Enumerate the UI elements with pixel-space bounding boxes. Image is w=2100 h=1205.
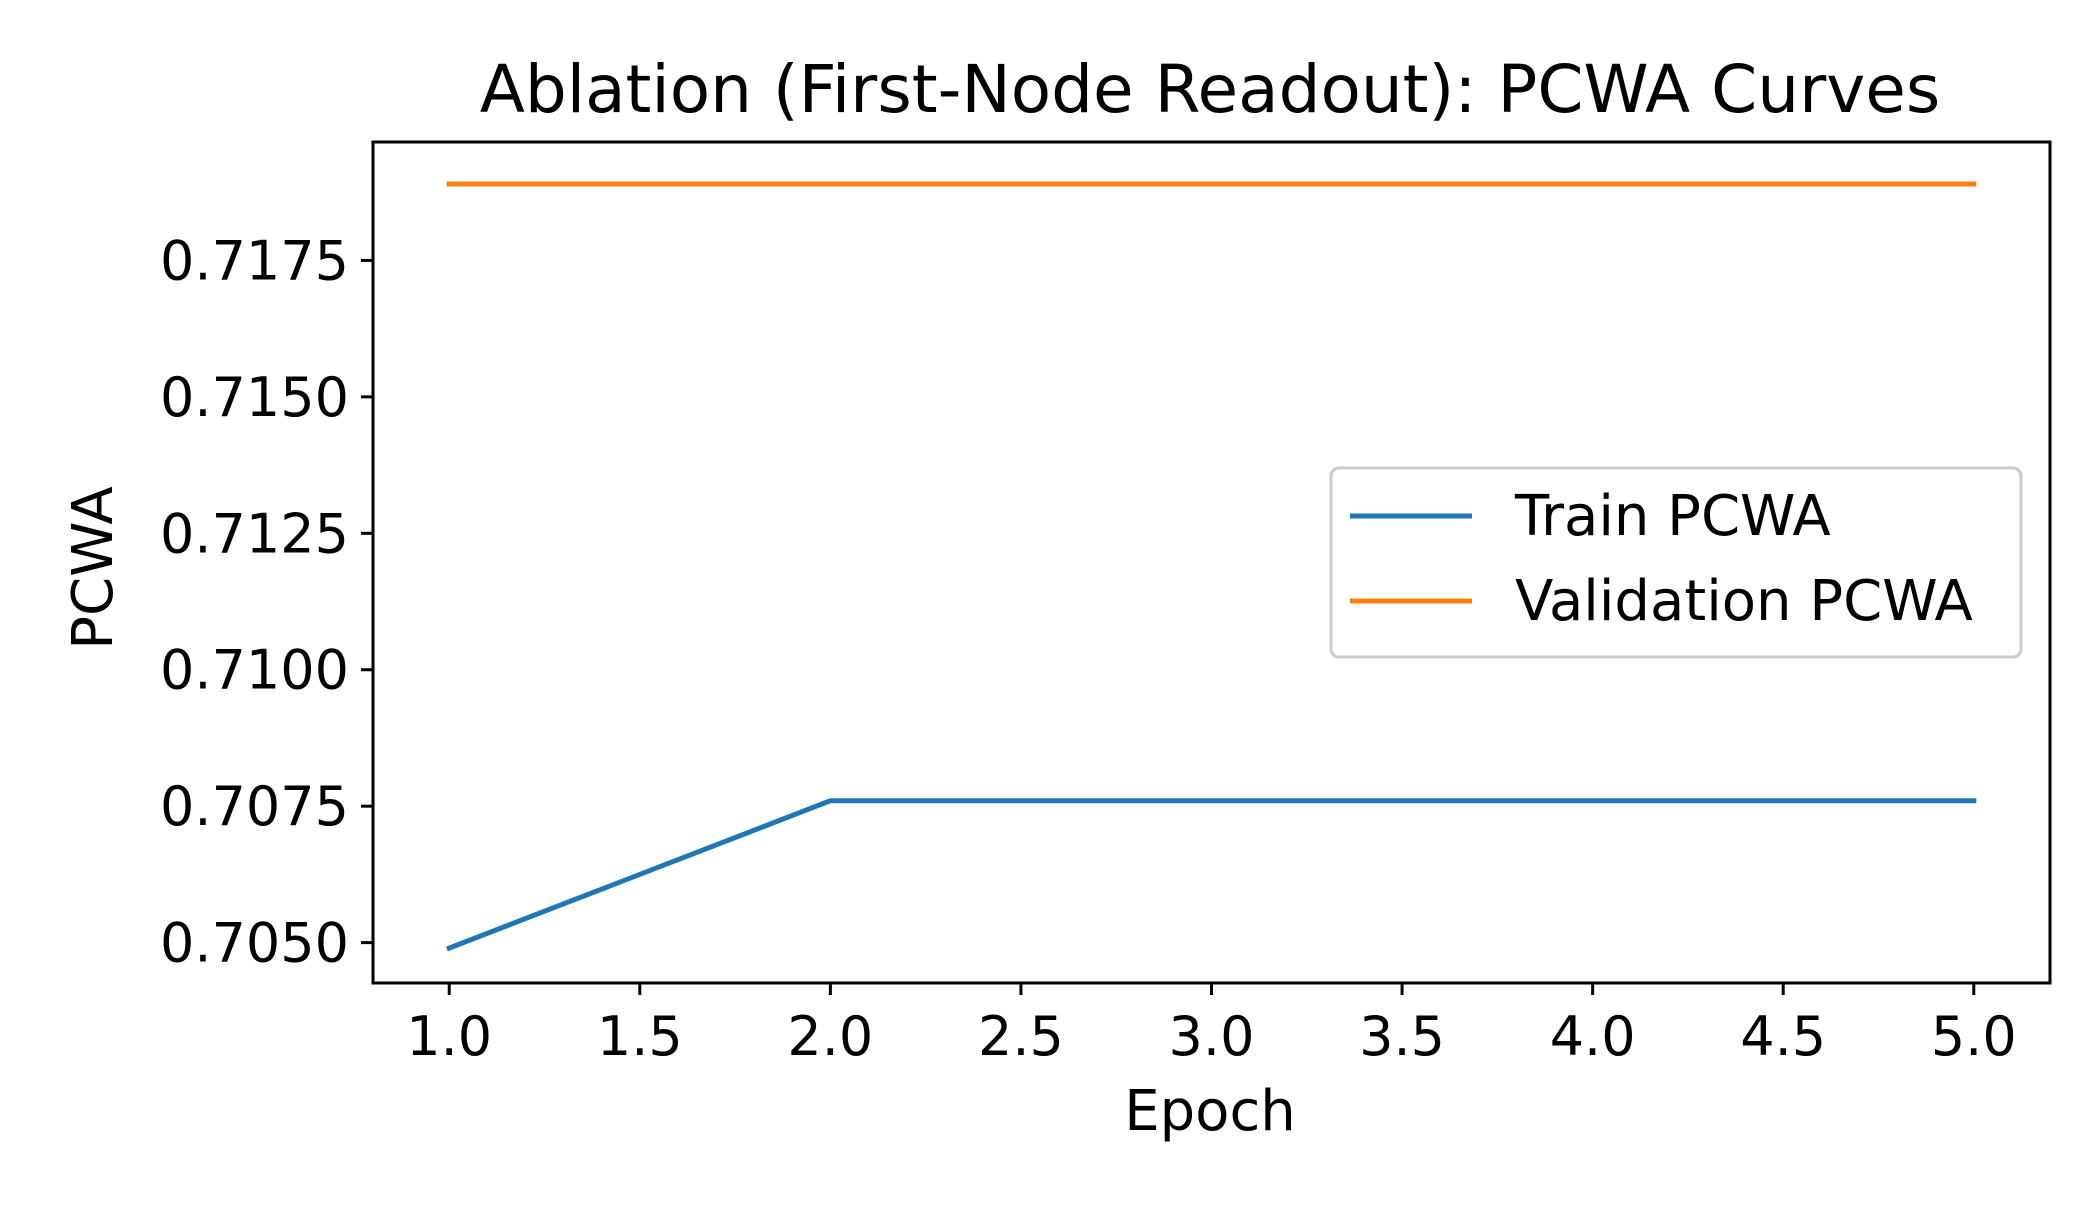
y-tick-label: 0.7050	[160, 912, 349, 975]
y-tick-label: 0.7125	[160, 502, 349, 565]
x-tick-label: 3.5	[1359, 1005, 1445, 1068]
x-axis-label: Epoch	[1124, 1079, 1295, 1144]
y-tick-label: 0.7150	[160, 366, 349, 429]
y-tick-label: 0.7100	[160, 639, 349, 702]
x-tick-label: 4.5	[1740, 1005, 1826, 1068]
series-layer	[445, 181, 1977, 952]
x-tick-label: 1.0	[406, 1005, 492, 1068]
legend-frame	[1329, 466, 2023, 659]
x-tick-label: 4.0	[1550, 1005, 1636, 1068]
x-tick-label: 2.0	[787, 1005, 873, 1068]
x-tick-label: 5.0	[1931, 1005, 2017, 1068]
ticks-layer: 1.0 1.5 2.0 2.5 3.0 3.5 4.0 4.5 5.0 0.7050 0.7075 0…	[160, 229, 2017, 1068]
x-tick-label: 1.5	[597, 1005, 683, 1068]
y-tick-label: 0.7175	[160, 229, 349, 292]
x-tick-label: 2.5	[978, 1005, 1064, 1068]
legend-label-train: Train PCWA	[1514, 484, 1831, 549]
y-tick-label: 0.7075	[160, 775, 349, 838]
x-tick-label: 3.0	[1169, 1005, 1255, 1068]
legend-label-validation: Validation PCWA	[1515, 569, 1973, 634]
legend: Train PCWA Validation PCWA	[1329, 466, 2023, 659]
series-line-train-pcwa	[445, 798, 1977, 952]
chart-title: Ablation (First-Node Readout): PCWA Curv…	[480, 51, 1941, 128]
y-axis-label: PCWA	[61, 486, 126, 650]
